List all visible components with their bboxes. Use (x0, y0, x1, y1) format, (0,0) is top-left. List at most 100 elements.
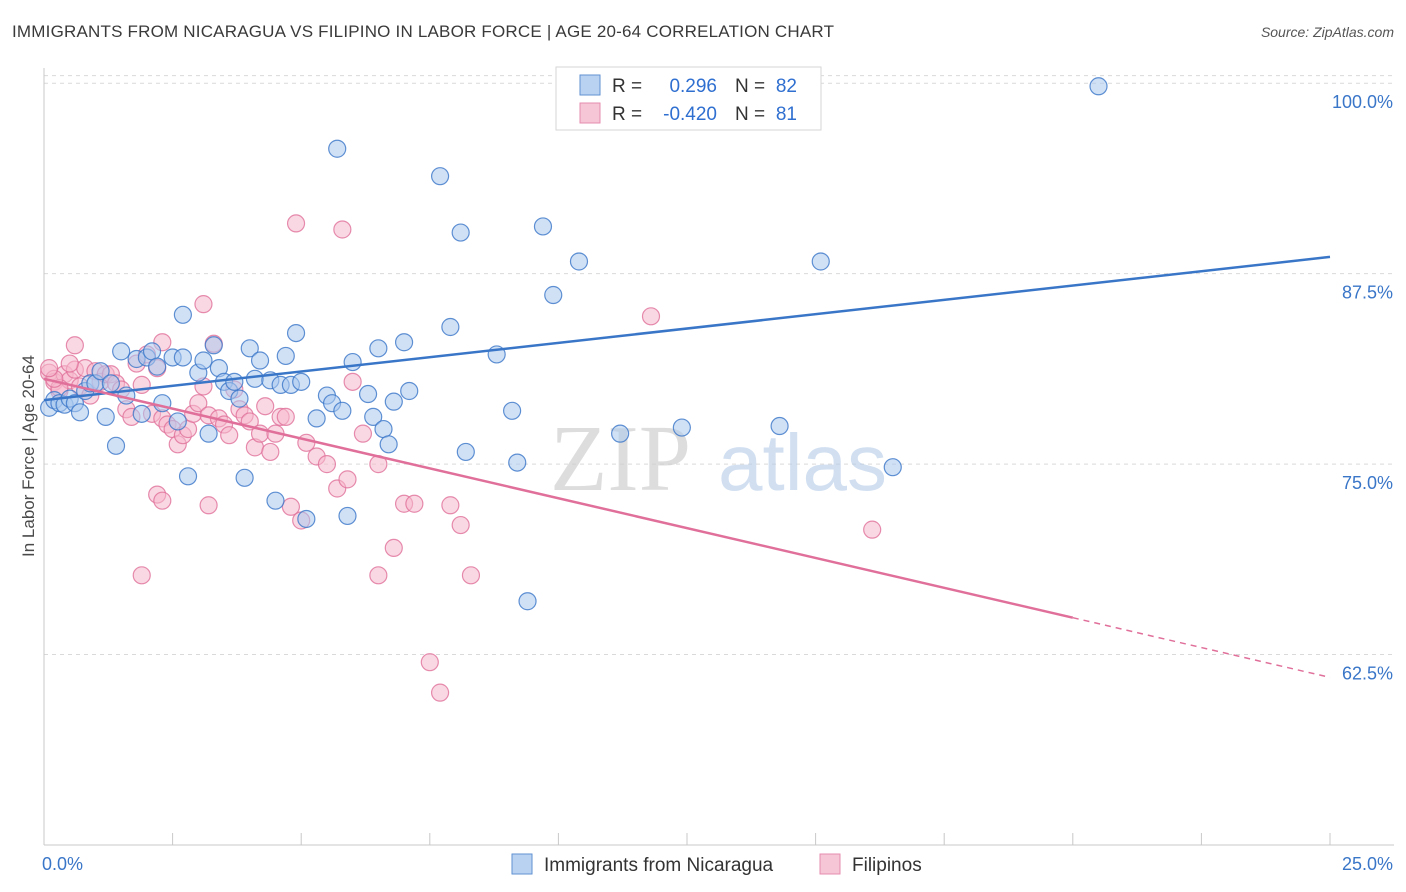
nicaragua-point (204, 336, 223, 355)
legend-swatch-blue (579, 74, 601, 96)
nicaragua-point (168, 412, 187, 431)
nicaragua-point (225, 372, 244, 391)
legend-n-label-1: N = (735, 76, 765, 97)
legend-r-label-2: R = (612, 104, 642, 125)
nicaragua-point (369, 339, 388, 358)
nicaragua-point (307, 409, 326, 428)
nicaragua-point (569, 252, 589, 271)
legend-n-value-1: 82 (776, 76, 797, 97)
y-tick-labels: 62.5% 75.0% 87.5% 100.0% (1332, 92, 1393, 683)
nicaragua-point (364, 407, 383, 426)
nicaragua-point (112, 342, 131, 361)
nicaragua-point (508, 453, 527, 472)
legend-n-value-2: 81 (776, 104, 797, 125)
filipino-point (641, 307, 661, 326)
nicaragua-point (533, 217, 553, 236)
trend-line-filipinos (43, 377, 1074, 619)
nicaragua-point (70, 403, 90, 422)
nicaragua-point (178, 467, 198, 486)
y-tick-label: 62.5% (1342, 664, 1393, 684)
nicaragua-point (770, 416, 789, 436)
filipino-point (353, 424, 373, 443)
nicaragua-point (148, 357, 167, 376)
nicaragua-point (400, 381, 419, 401)
filipino-point (65, 336, 84, 355)
x-tick-label-max: 25.0% (1342, 854, 1393, 874)
nicaragua-point (328, 139, 347, 158)
nicaragua-point (96, 407, 115, 426)
bottom-legend-label-filipinos: Filipinos (852, 855, 922, 876)
source-label: Source: ZipAtlas.com (1260, 24, 1394, 40)
nicaragua-point (358, 384, 378, 404)
nicaragua-point (811, 252, 830, 271)
y-tick-label: 100.0% (1332, 92, 1393, 112)
nicaragua-point (230, 389, 249, 408)
filipino-point (281, 497, 301, 516)
filipino-point (461, 566, 481, 585)
nicaragua-point (611, 424, 630, 443)
nicaragua-point (544, 285, 563, 305)
nicaragua-point (430, 167, 450, 186)
nicaragua-point (173, 305, 192, 324)
x-tick-label-min: 0.0% (42, 854, 83, 874)
nicaragua-point (338, 506, 357, 526)
nicaragua-point (441, 317, 460, 337)
filipino-point (132, 566, 151, 585)
filipino-point (338, 470, 357, 489)
filipino-point (189, 394, 208, 413)
filipino-point (60, 354, 79, 373)
filipino-point (286, 214, 306, 233)
y-tick-label: 75.0% (1342, 473, 1393, 493)
filipino-point (369, 566, 388, 585)
chart-title: IMMIGRANTS FROM NICARAGUA VS FILIPINO IN… (12, 22, 835, 41)
filipino-point (153, 491, 172, 510)
nicaragua-point (194, 351, 213, 370)
nicaragua-point (379, 435, 398, 454)
watermark: ZIP atlas (550, 407, 887, 511)
nicaragua-point (266, 491, 285, 510)
filipino-point (317, 455, 337, 474)
legend-box: R = 0.296 N = 82 R = -0.420 N = 81 (555, 66, 822, 131)
nicaragua-point (1089, 77, 1108, 96)
grid-lines (44, 75, 1394, 656)
nicaragua-point (132, 404, 151, 423)
nicaragua-point (503, 401, 522, 420)
nicaragua-point (518, 592, 537, 611)
filipino-point (256, 397, 275, 416)
nicaragua-point (343, 352, 362, 372)
trend-line-nicaragua (43, 255, 1331, 402)
bottom-legend-swatch-blue (511, 853, 533, 875)
bottom-legend: Immigrants from Nicaragua Filipinos (511, 853, 922, 876)
nicaragua-point (240, 339, 259, 358)
legend-swatch-pink (579, 102, 601, 124)
watermark-atlas: atlas (718, 418, 887, 507)
trend-line-extension-filipinos (1072, 616, 1331, 679)
filipino-point (430, 683, 450, 702)
nicaragua-point (250, 351, 270, 370)
legend-r-label-1: R = (612, 76, 642, 97)
nicaragua-point (142, 342, 162, 361)
nicaragua-point (374, 419, 393, 439)
filipino-point (276, 407, 295, 426)
nicaragua-point (199, 424, 218, 443)
nicaragua-point (333, 401, 352, 420)
filipino-point (343, 372, 362, 391)
nicaragua-point (883, 458, 902, 477)
filipino-point (194, 295, 213, 314)
nicaragua-point (101, 374, 120, 393)
filipino-point (333, 220, 352, 239)
nicaragua-point (292, 372, 311, 391)
axes (43, 68, 1394, 846)
y-tick-label: 87.5% (1342, 283, 1393, 303)
watermark-zip: ZIP (550, 407, 691, 511)
x-ticks (43, 833, 1331, 845)
filipino-point (451, 515, 470, 535)
nicaragua-point (245, 369, 265, 388)
nicaragua-point (384, 392, 403, 411)
filipino-point (405, 494, 424, 513)
bottom-legend-swatch-pink (819, 853, 841, 875)
filipino-point (220, 426, 239, 445)
filipino-point (261, 442, 280, 462)
nicaragua-point (106, 436, 126, 455)
